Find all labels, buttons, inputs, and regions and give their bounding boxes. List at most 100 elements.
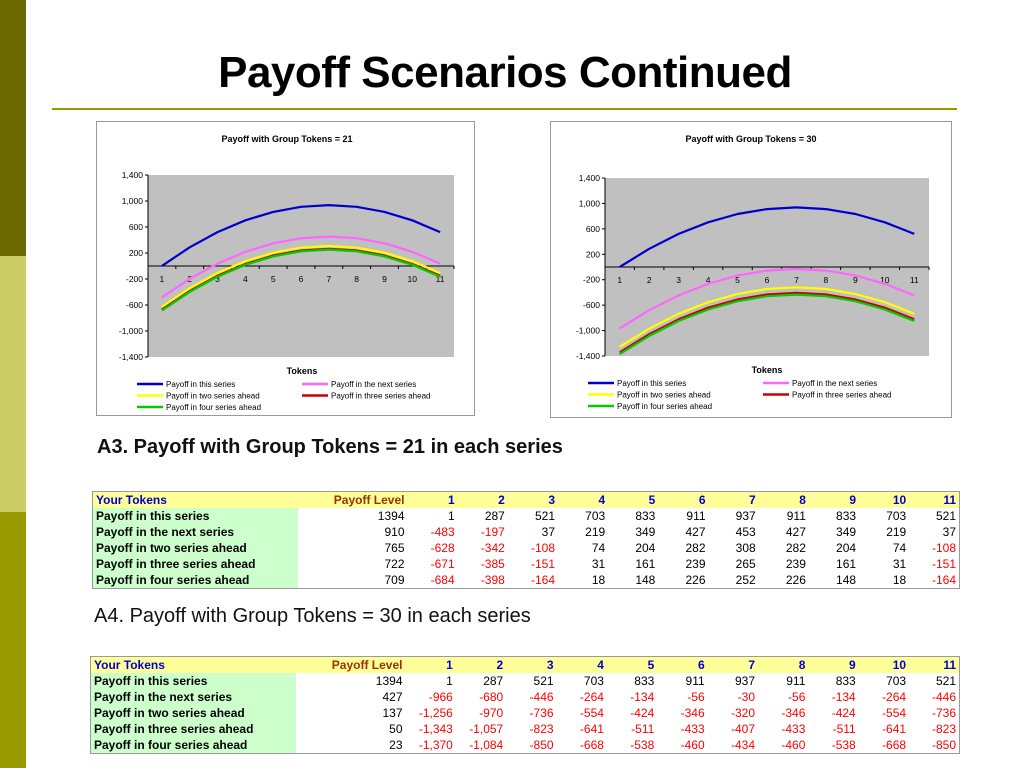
table-cell: -424 <box>630 706 655 720</box>
table-cell: -970 <box>479 706 504 720</box>
table-cell: 148 <box>635 573 656 587</box>
table-cell: 453 <box>735 525 756 539</box>
header-token-2: 2 <box>455 656 507 673</box>
header-token-1: 1 <box>405 656 456 673</box>
table-cell: -850 <box>529 738 554 752</box>
table-cell: 50 <box>389 722 403 736</box>
table-cell: -460 <box>680 738 705 752</box>
table-cell: 239 <box>685 557 706 571</box>
y-tick-label: 1,400 <box>122 170 144 180</box>
x-tick-label: 1 <box>160 274 165 284</box>
header-payoff-level: Payoff Level <box>297 491 408 508</box>
x-tick-label: 1 <box>617 275 622 285</box>
legend-label: Payoff in three series ahead <box>792 391 891 400</box>
y-tick-label: -1,000 <box>576 326 600 336</box>
table-cell: -151 <box>530 557 556 571</box>
table-cell: 1 <box>446 674 453 688</box>
table-a4-heading: A4. Payoff with Group Tokens = 30 in eac… <box>94 605 531 627</box>
series-line-2 <box>619 267 915 330</box>
table-cell: 219 <box>886 525 907 539</box>
header-your-tokens: Your Tokens <box>90 656 296 673</box>
table-cell: 1 <box>447 509 455 523</box>
header-token-2: 2 <box>457 491 508 508</box>
header-token-1: 1 <box>407 491 458 508</box>
y-tick-label: 1,000 <box>122 196 144 206</box>
x-tick-label: 6 <box>765 275 770 285</box>
table-row: Payoff in the next series 910 -483 -197 37 21… <box>92 524 960 540</box>
table-cell: 833 <box>634 674 655 688</box>
table-cell: -1,343 <box>418 722 453 736</box>
table-cell: -671 <box>430 557 455 571</box>
x-tick-label: 7 <box>794 275 799 285</box>
table-row: Payoff in this series 1394 1 287 521 703 833 91… <box>90 673 960 689</box>
y-tick-label: 1,400 <box>579 173 601 183</box>
table-cell: 137 <box>382 706 403 720</box>
table-cell: -1,084 <box>469 738 504 752</box>
header-token-3: 3 <box>506 656 557 673</box>
chart-title: Payoff with Group Tokens = 30 <box>685 134 816 144</box>
table-row: Payoff in this series 1394 1 287 521 703 833 91… <box>92 508 960 524</box>
table-row: Payoff in three series ahead 722 -671 -385 -… <box>92 556 960 572</box>
table-cell: -641 <box>579 722 604 736</box>
table-cell: 709 <box>384 573 405 587</box>
table-row: Payoff in three series ahead 50 -1,343 -1,0… <box>90 721 960 737</box>
x-tick-label: 9 <box>853 275 858 285</box>
table-a3-heading: A3. Payoff with Group Tokens = 21 in eac… <box>97 436 563 458</box>
chart-svg-tokens-21: Payoff with Group Tokens = 21 1,400 1,000 6… <box>119 134 455 412</box>
table-row: Payoff in two series ahead 137 -1,256 -970 -… <box>90 705 960 721</box>
table-row: Payoff in four series ahead 23 -1,370 -1,08… <box>90 737 960 754</box>
table-cell: -554 <box>579 706 604 720</box>
table-cell: 287 <box>484 509 505 523</box>
header-token-10: 10 <box>858 656 910 673</box>
payoff-table-a3: Your Tokens Payoff Level 1 2 3 4 5 6 7 8 9 10 11 Payo… <box>92 491 960 589</box>
x-tick-label: 3 <box>676 275 681 285</box>
y-tick-label: -600 <box>583 300 600 310</box>
header-your-tokens: Your Tokens <box>92 491 298 508</box>
y-tick-label: 600 <box>129 222 143 232</box>
series-line-3 <box>619 286 915 348</box>
x-tick-label: 8 <box>354 274 359 284</box>
table-cell: -641 <box>882 722 907 736</box>
series-line-4 <box>619 291 915 354</box>
y-tick-label: 200 <box>586 249 600 259</box>
table-cell: 282 <box>685 541 706 555</box>
x-tick-label: 3 <box>215 274 220 284</box>
table-cell: -684 <box>430 573 455 587</box>
table-cell: -134 <box>831 690 856 704</box>
table-cell: -108 <box>931 541 956 555</box>
y-tick-label: -200 <box>126 274 143 284</box>
table-cell: -197 <box>480 525 505 539</box>
row-label: Payoff in four series ahead <box>92 572 298 589</box>
table-cell: 937 <box>735 509 756 523</box>
table-cell: 911 <box>786 509 806 523</box>
header-token-10: 10 <box>859 491 910 508</box>
table-cell: -56 <box>687 690 705 704</box>
table-cell: -850 <box>931 738 956 752</box>
row-label: Payoff in the next series <box>92 524 298 540</box>
row-label: Payoff in two series ahead <box>92 540 298 556</box>
table-cell: 722 <box>384 557 405 571</box>
x-tick-label: 9 <box>382 274 387 284</box>
series-line-2 <box>161 235 441 299</box>
x-tick-label: 11 <box>910 275 919 285</box>
table-cell: -56 <box>788 690 806 704</box>
payoff-table-a4: Your Tokens Payoff Level 1 2 3 4 5 6 7 8 9 10 11 Payo… <box>90 656 960 754</box>
table-cell: -554 <box>882 706 907 720</box>
header-token-6: 6 <box>657 656 708 673</box>
table-cell: 287 <box>483 674 504 688</box>
table-cell: -1,256 <box>418 706 453 720</box>
table-cell: 161 <box>635 557 656 571</box>
table-cell: 703 <box>583 674 604 688</box>
table-cell: 219 <box>585 525 606 539</box>
table-cell: -398 <box>480 573 505 587</box>
table-row: Payoff in four series ahead 709 -684 -398 -1… <box>92 572 960 589</box>
row-label: Payoff in four series ahead <box>90 737 296 754</box>
header-payoff-level: Payoff Level <box>295 656 406 673</box>
header-token-9: 9 <box>808 656 859 673</box>
row-label: Payoff in three series ahead <box>92 556 298 572</box>
table-cell: 308 <box>735 541 756 555</box>
table-cell: 703 <box>585 509 606 523</box>
table-cell: 521 <box>935 509 956 523</box>
y-tick-label: -200 <box>583 275 600 285</box>
sidebar-block-bottom <box>0 512 26 768</box>
